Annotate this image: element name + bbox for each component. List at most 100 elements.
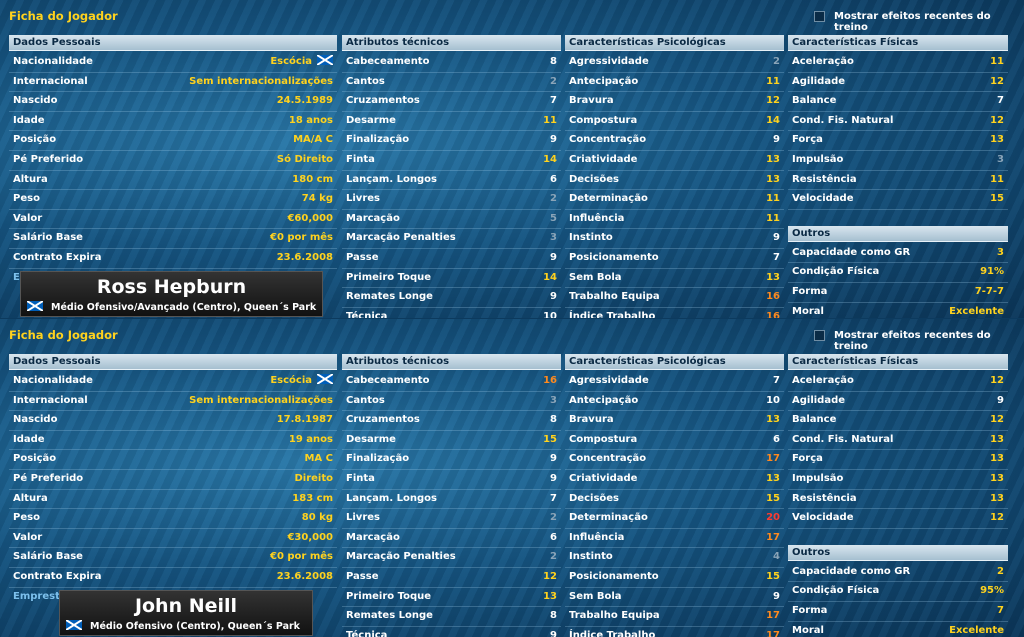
attribute-label: Finta	[346, 153, 375, 165]
attribute-row: Marcação Penalties 2	[342, 548, 561, 568]
attribute-value: 13	[766, 171, 780, 190]
attribute-label: Índice Trabalho	[569, 310, 656, 318]
value-text: 10	[766, 394, 780, 406]
training-effects-checkbox[interactable]	[814, 330, 825, 341]
attribute-label: Balance	[792, 95, 837, 107]
attribute-label: Remates Longe	[346, 291, 433, 303]
attribute-row: Cond. Fis. Natural 13	[788, 431, 1008, 451]
section-header: Características Psicológicas	[565, 35, 784, 51]
attribute-value: 17	[766, 627, 780, 637]
attribute-value: €0 por mês	[270, 548, 333, 567]
panel-title: Ficha do Jogador	[9, 328, 118, 342]
attribute-value: 15	[990, 190, 1004, 209]
attribute-value: 17.8.1987	[277, 411, 333, 430]
training-effects-label[interactable]: Mostrar efeitos recentes do treino	[834, 330, 991, 352]
attribute-value: 17	[766, 529, 780, 548]
attribute-row: Aceleração 12	[788, 372, 1008, 392]
attribute-value: 24.5.1989	[277, 92, 333, 111]
training-effects-label[interactable]: Mostrar efeitos recentes do treino	[834, 11, 991, 33]
attribute-value: 11	[990, 171, 1004, 190]
value-text: 3	[997, 153, 1004, 165]
value-text: 9	[773, 134, 780, 146]
attribute-value: 91%	[980, 263, 1004, 282]
attribute-value: 7	[773, 249, 780, 268]
value-text: 183 cm	[292, 492, 333, 504]
value-text: 3	[550, 232, 557, 244]
section-spacer	[788, 529, 1008, 545]
value-text: MA/A C	[293, 134, 333, 146]
attribute-row: Marcação 5	[342, 210, 561, 230]
attribute-row: Cruzamentos 7	[342, 92, 561, 112]
attribute-label: Concentração	[569, 134, 647, 146]
attribute-label: Antecipação	[569, 75, 639, 87]
attribute-label: Instinto	[569, 551, 613, 563]
attribute-value: 6	[550, 529, 557, 548]
attribute-value: 23.6.2008	[277, 249, 333, 268]
value-text: 180 cm	[292, 173, 333, 185]
attribute-row: Força 13	[788, 131, 1008, 151]
attribute-value: 12	[990, 411, 1004, 430]
attribute-label: Valor	[13, 212, 43, 224]
value-text: 15	[766, 492, 780, 504]
attribute-value: 11	[766, 190, 780, 209]
attribute-label: Marcação Penalties	[346, 551, 456, 563]
value-text: 13	[543, 590, 557, 602]
attribute-row: Determinação 20	[565, 509, 784, 529]
attribute-label: Sem Bola	[569, 590, 622, 602]
attribute-value: 6	[773, 431, 780, 450]
value-text: 2	[997, 565, 1004, 577]
attribute-label: Cabeceamento	[346, 56, 430, 67]
attribute-value: 13	[990, 490, 1004, 509]
panel-title: Ficha do Jogador	[9, 9, 118, 23]
technical-attributes-section: Atributos técnicos Cabeceamento 8 Cantos 2 Cr…	[342, 35, 561, 318]
attribute-label: Capacidade como GR	[792, 565, 911, 577]
attribute-label: Agressividade	[569, 56, 649, 67]
attribute-label: Posição	[13, 134, 57, 146]
position-club-text: Médio Ofensivo (Centro), Queen´s Park	[90, 621, 300, 632]
attribute-label: Cantos	[346, 394, 385, 406]
value-text: 9	[550, 629, 557, 637]
attribute-label: Posicionamento	[569, 570, 659, 582]
value-text: 17	[766, 629, 780, 637]
attribute-row: Finta 9	[342, 470, 561, 490]
value-text: Escócia	[270, 375, 312, 386]
section-header: Dados Pessoais	[9, 35, 337, 51]
attribute-label: Finalização	[346, 134, 410, 146]
attribute-label: Finalização	[346, 453, 410, 465]
attribute-label: Aceleração	[792, 56, 854, 67]
attribute-label: Passe	[346, 570, 379, 582]
value-text: 3	[550, 394, 557, 406]
attribute-row: Passe 9	[342, 249, 561, 269]
attribute-value: 15	[766, 568, 780, 587]
value-text: 6	[550, 173, 557, 185]
value-text: 17.8.1987	[276, 414, 333, 426]
value-text: 23.6.2008	[276, 570, 333, 582]
attribute-label: Balance	[792, 414, 837, 426]
training-effects-checkbox[interactable]	[814, 11, 825, 22]
value-text: 7	[550, 95, 557, 107]
attribute-value: 4	[773, 548, 780, 567]
section-header: Características Físicas	[788, 35, 1008, 51]
attribute-label: Salário Base	[13, 232, 83, 244]
attribute-row: Compostura 14	[565, 112, 784, 132]
attribute-label: Altura	[13, 492, 48, 504]
value-text: 12	[990, 75, 1004, 87]
value-text: Direito	[294, 472, 333, 484]
attribute-label: Agressividade	[569, 375, 649, 386]
attribute-row: Contrato Expira 23.6.2008	[9, 249, 337, 269]
attribute-value: 2	[550, 73, 557, 92]
attribute-value: 13	[766, 151, 780, 170]
attribute-value: 2	[550, 190, 557, 209]
attribute-label: Contrato Expira	[13, 251, 102, 263]
attribute-row: Altura 180 cm	[9, 171, 337, 191]
attribute-value: 74 kg	[302, 190, 333, 209]
attribute-label: Antecipação	[569, 394, 639, 406]
value-text: Só Direito	[276, 153, 333, 165]
attribute-row: Valor €60,000	[9, 210, 337, 230]
attribute-label: Pé Preferido	[13, 472, 84, 484]
attribute-value: 8	[550, 53, 557, 72]
attribute-row: Cantos 3	[342, 392, 561, 412]
attribute-value: MA/A C	[293, 131, 333, 150]
attribute-row: Valor €30,000	[9, 529, 337, 549]
value-text: Sem internacionalizações	[189, 394, 333, 406]
